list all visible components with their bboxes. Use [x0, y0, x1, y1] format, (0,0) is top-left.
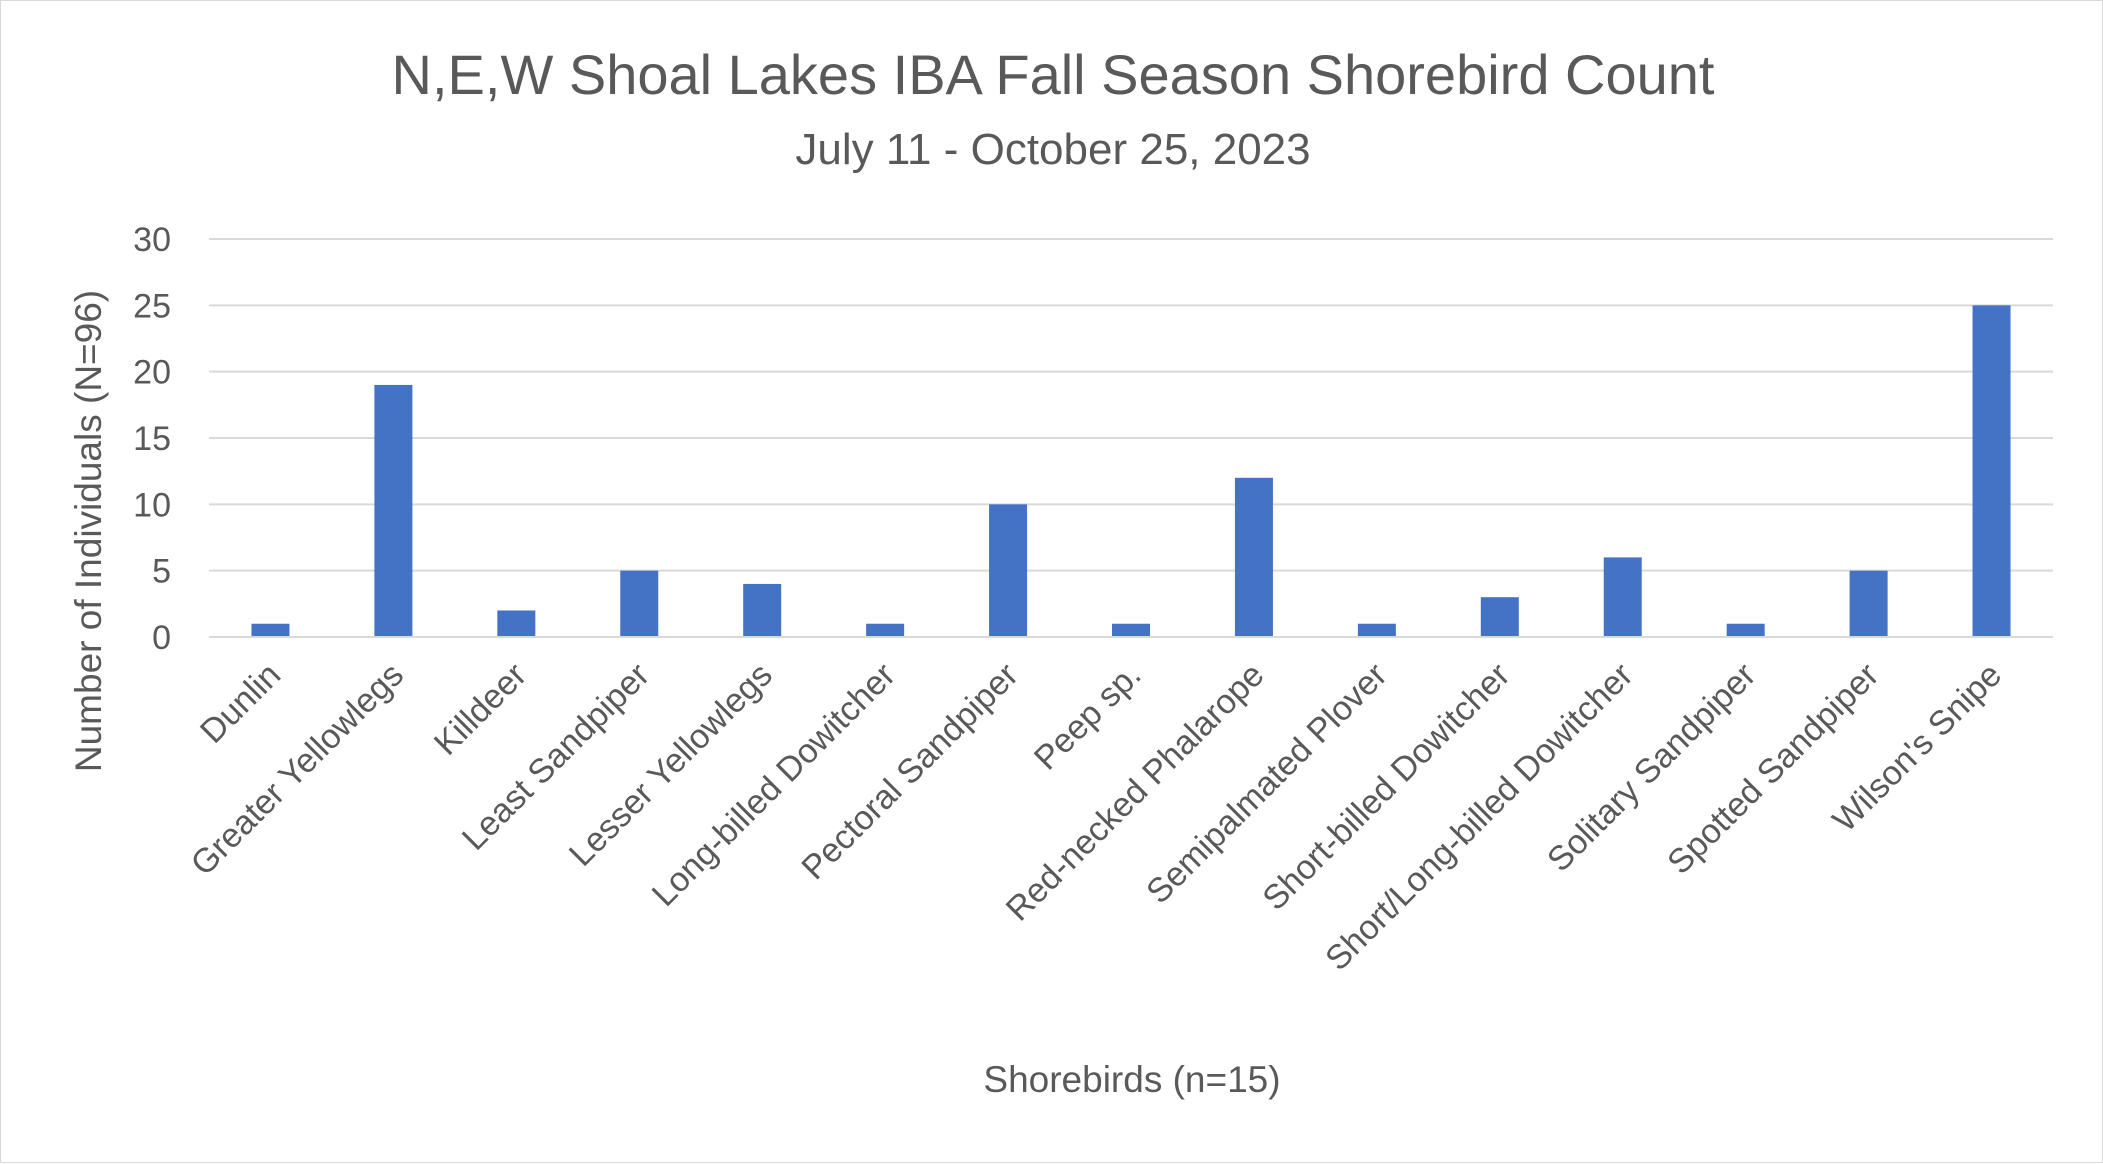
bar: [374, 384, 413, 637]
y-tick-label: 30: [133, 221, 171, 259]
x-category-label: Peep sp.: [1027, 656, 1149, 778]
bar: [1972, 305, 2011, 637]
x-category-label: Spotted Sandpiper: [1660, 656, 1886, 882]
x-category-label: Killdeer: [427, 656, 534, 763]
bar: [743, 583, 782, 637]
x-category-label: Lesser Yellowlegs: [562, 656, 780, 874]
bar: [251, 623, 290, 637]
bar: [1357, 623, 1396, 637]
y-tick-label: 5: [152, 553, 171, 591]
x-category-label: Long-billed Dowitcher: [645, 656, 903, 914]
gridlines: [209, 238, 2053, 572]
bar: [1234, 477, 1273, 637]
y-tick-label: 20: [133, 354, 171, 392]
x-category-label: Short-billed Dowitcher: [1255, 656, 1517, 918]
x-category-label: Greater Yellowlegs: [184, 656, 411, 883]
y-tick-label: 25: [133, 287, 171, 325]
x-category-label: Dunlin: [193, 656, 288, 751]
bar: [620, 570, 659, 637]
x-category-label: Pectoral Sandpiper: [794, 656, 1025, 887]
y-tick-label: 10: [133, 486, 171, 524]
bar: [1849, 570, 1888, 637]
x-axis-label: Shorebirds (n=15): [983, 1059, 1280, 1100]
bar: [866, 623, 905, 637]
y-axis-ticks: 0 5 10 15 20 25 30: [133, 221, 171, 657]
y-tick-label: 0: [152, 619, 171, 657]
bar: [1112, 623, 1150, 637]
chart-title: N,E,W Shoal Lakes IBA Fall Season Shoreb…: [392, 43, 1715, 106]
y-axis-label: Number of Individuals (N=96): [68, 290, 109, 772]
bars: [251, 305, 2011, 637]
x-category-label: Semipalmated Plover: [1139, 656, 1394, 911]
chart-subtitle: July 11 - October 25, 2023: [795, 125, 1310, 174]
bar: [497, 610, 536, 637]
x-category-label: Solitary Sandpiper: [1540, 656, 1763, 879]
bar: [1726, 623, 1765, 637]
bar: [1480, 597, 1519, 637]
y-tick-label: 15: [133, 420, 171, 458]
bar: [989, 504, 1028, 637]
bar: [1603, 557, 1642, 637]
